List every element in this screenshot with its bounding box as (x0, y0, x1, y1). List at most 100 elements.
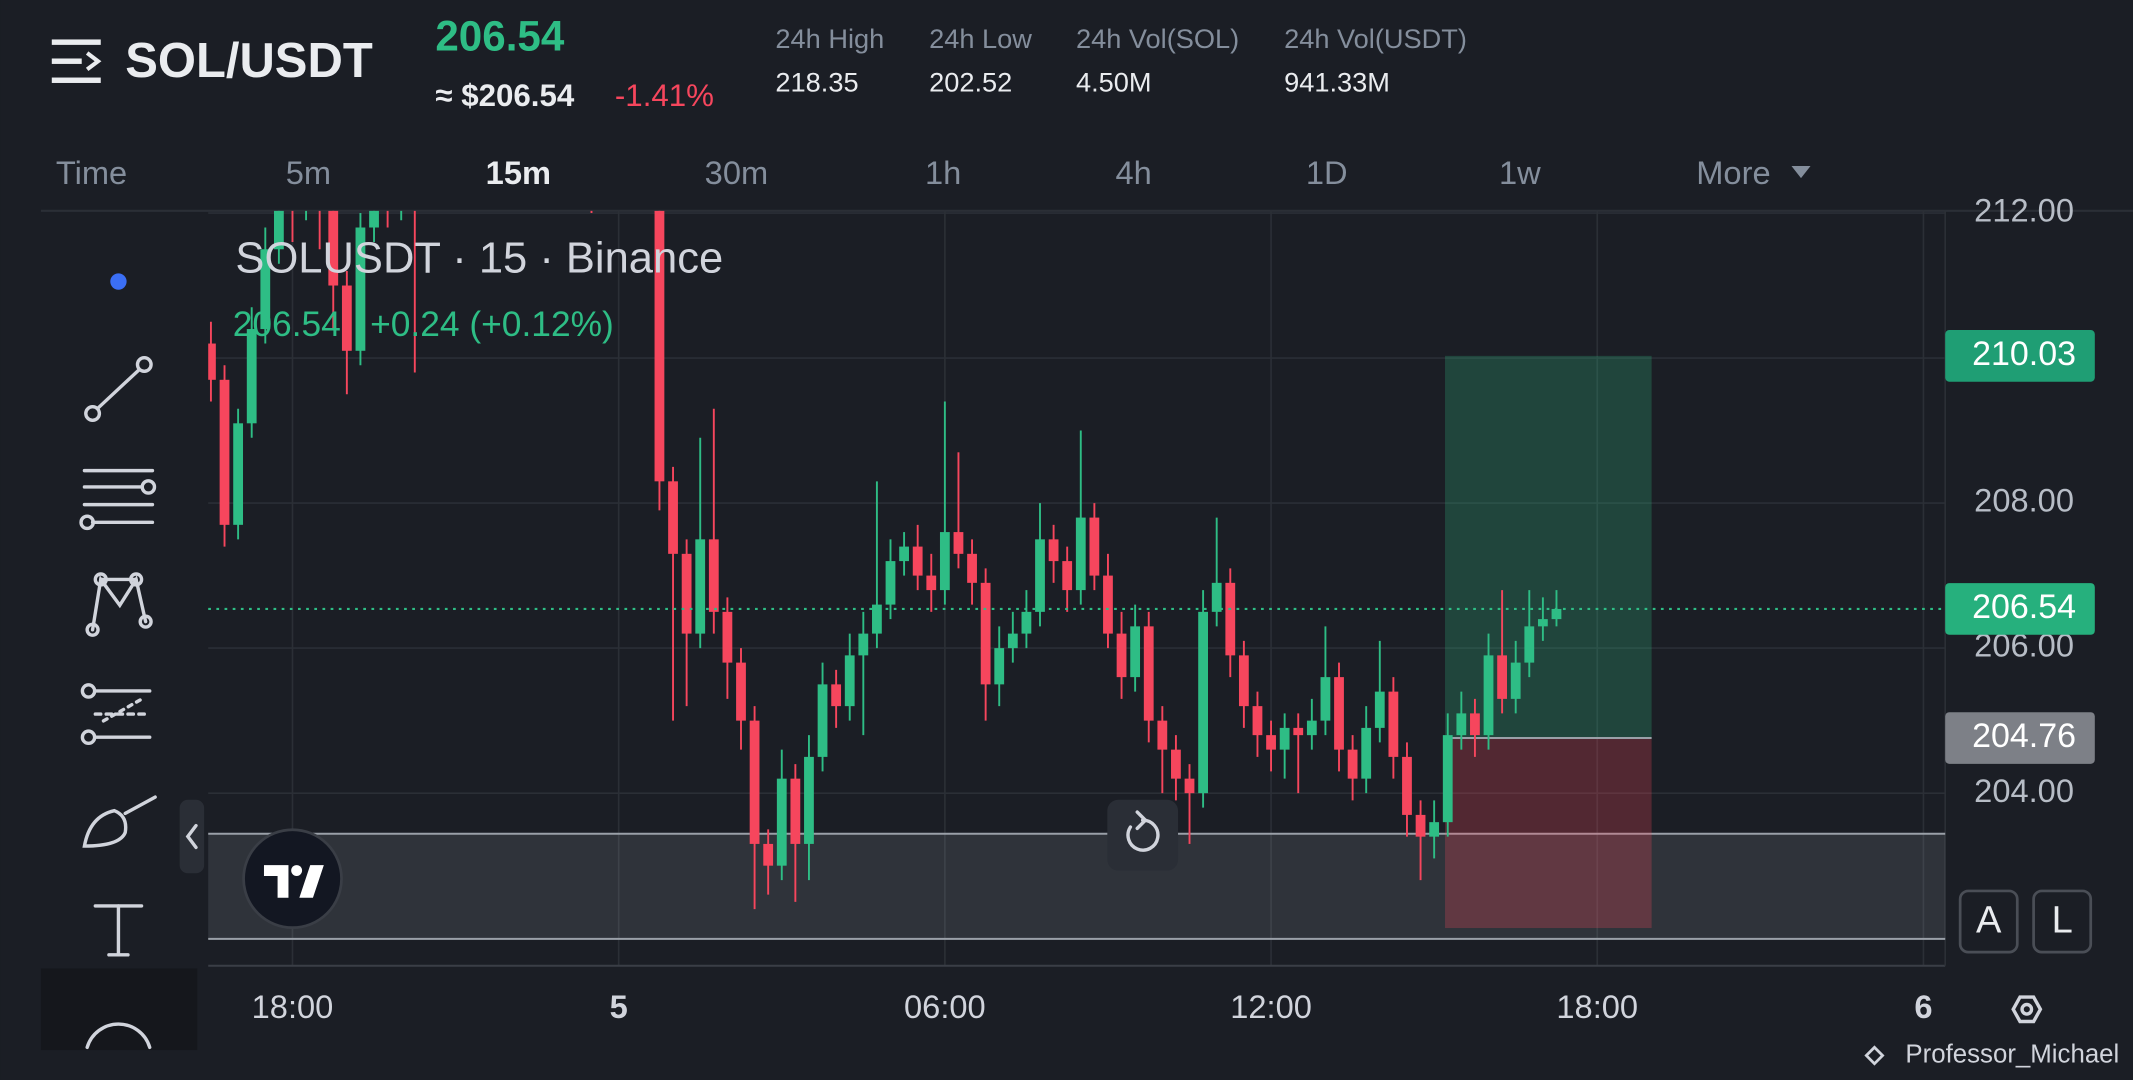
watermark: Professor_Michael (1905, 1040, 2119, 1068)
price-change: -1.41% (615, 78, 714, 113)
candle-body (1429, 822, 1440, 837)
x-tick-label: 12:00 (1230, 988, 1312, 1025)
timeframe[interactable]: 1h (925, 154, 961, 191)
symbol[interactable]: SOL/USDT (125, 34, 373, 88)
auto-label: A (1976, 899, 2002, 941)
candle-body (1320, 677, 1331, 721)
settings-icon-center (2020, 1002, 2034, 1016)
stat-label: 24h Vol(USDT) (1284, 23, 1467, 54)
timeframe[interactable]: 1w (1499, 154, 1541, 191)
range-rectangle (208, 833, 1946, 939)
candle-body (872, 604, 882, 634)
timeframe[interactable]: 5m (286, 154, 331, 191)
candle-body (1157, 720, 1168, 750)
candle-body (1103, 575, 1113, 634)
candle-body (1456, 713, 1467, 736)
candle-body (1198, 611, 1208, 794)
reset-button[interactable] (1107, 799, 1179, 871)
candle-body (763, 843, 774, 866)
timeframe[interactable]: Time (56, 154, 127, 191)
lines-tool[interactable] (79, 468, 157, 531)
candle-body (1347, 749, 1358, 779)
candle-body (708, 539, 719, 612)
candle-body (1551, 608, 1562, 620)
candle-body (341, 285, 352, 351)
candle-body (790, 778, 801, 844)
candle-body (233, 423, 244, 525)
candle-body (1483, 655, 1494, 736)
candle-body (260, 249, 271, 330)
candle-body (1184, 778, 1195, 794)
last-price: 206.54 (435, 13, 564, 60)
candle-body (953, 532, 964, 554)
more-tools[interactable] (85, 1022, 152, 1050)
timeframe-more[interactable]: More (1696, 154, 1770, 191)
candle-body (980, 582, 991, 685)
candle-body (749, 720, 760, 844)
entry-price-label: 204.76 (1972, 717, 2076, 755)
watermark-icon (1864, 1045, 1885, 1066)
candle-body (654, 210, 665, 482)
menu-icon[interactable] (51, 39, 102, 83)
fib-tool[interactable] (80, 683, 152, 746)
text-tool[interactable] (93, 904, 144, 957)
settings-icon[interactable] (2011, 995, 2043, 1024)
timeframe[interactable]: 4h (1115, 154, 1151, 191)
stat-value: 941.33M (1284, 67, 1390, 98)
candle-body (1021, 611, 1032, 634)
candle-body (912, 546, 923, 576)
candle-body (1279, 727, 1290, 750)
trendline-tool[interactable] (84, 356, 153, 423)
entry-price-box (1945, 712, 2095, 764)
log-button[interactable] (2032, 889, 2093, 954)
candle-body (994, 648, 1005, 685)
candle-body (722, 611, 733, 663)
candle-body (219, 379, 230, 525)
x-tick-label: 6 (1914, 988, 1932, 1025)
candle-body (1334, 677, 1344, 750)
candle-body (1510, 662, 1521, 699)
candle-body (926, 575, 937, 591)
candle-body (1470, 713, 1480, 736)
collapse-chevron (185, 823, 198, 850)
x-tick-label: 18:00 (1556, 988, 1638, 1025)
candles (208, 210, 1562, 910)
candle-body (695, 539, 706, 634)
usd-price: ≈ $206.54 (435, 78, 574, 113)
auto-button[interactable] (1958, 889, 2019, 954)
candle-body (369, 210, 379, 228)
y-tick-label: 204.00 (1974, 772, 2074, 809)
candle-body (681, 553, 692, 634)
legend-title: SOLUSDT · 15 · Binance (235, 235, 723, 283)
candle-body (328, 210, 339, 286)
candle-body (899, 546, 909, 562)
legend-price: 206.54 (233, 305, 341, 344)
stat-label: 24h High (775, 23, 884, 54)
x-tick-label: 18:00 (252, 988, 334, 1025)
timeframe[interactable]: 1D (1306, 154, 1348, 191)
candle-body (804, 756, 814, 844)
candle-body (1252, 706, 1263, 736)
stat-value: 218.35 (775, 67, 858, 98)
candle-body (246, 329, 257, 424)
candle-body (668, 481, 678, 554)
y-tick-label: 208.00 (1974, 482, 2074, 519)
brush-tool[interactable] (82, 795, 157, 848)
candle-body (736, 662, 746, 721)
x-tick-label: 06:00 (904, 988, 986, 1025)
tv-logo[interactable] (242, 828, 343, 930)
candle-body (1089, 517, 1100, 576)
candle-body (1293, 727, 1304, 736)
target-price-label: 210.03 (1972, 335, 2076, 373)
dropdown-arrow (1791, 165, 1811, 179)
collapse-tab[interactable] (179, 799, 205, 874)
candle-body (1116, 633, 1127, 678)
timeframe[interactable]: 30m (705, 154, 768, 191)
candle-body (817, 684, 828, 757)
timeframe-active[interactable]: 15m (486, 154, 551, 191)
toolbar (40, 273, 205, 1051)
pattern-tool[interactable] (85, 572, 153, 637)
candle-body (939, 532, 950, 591)
